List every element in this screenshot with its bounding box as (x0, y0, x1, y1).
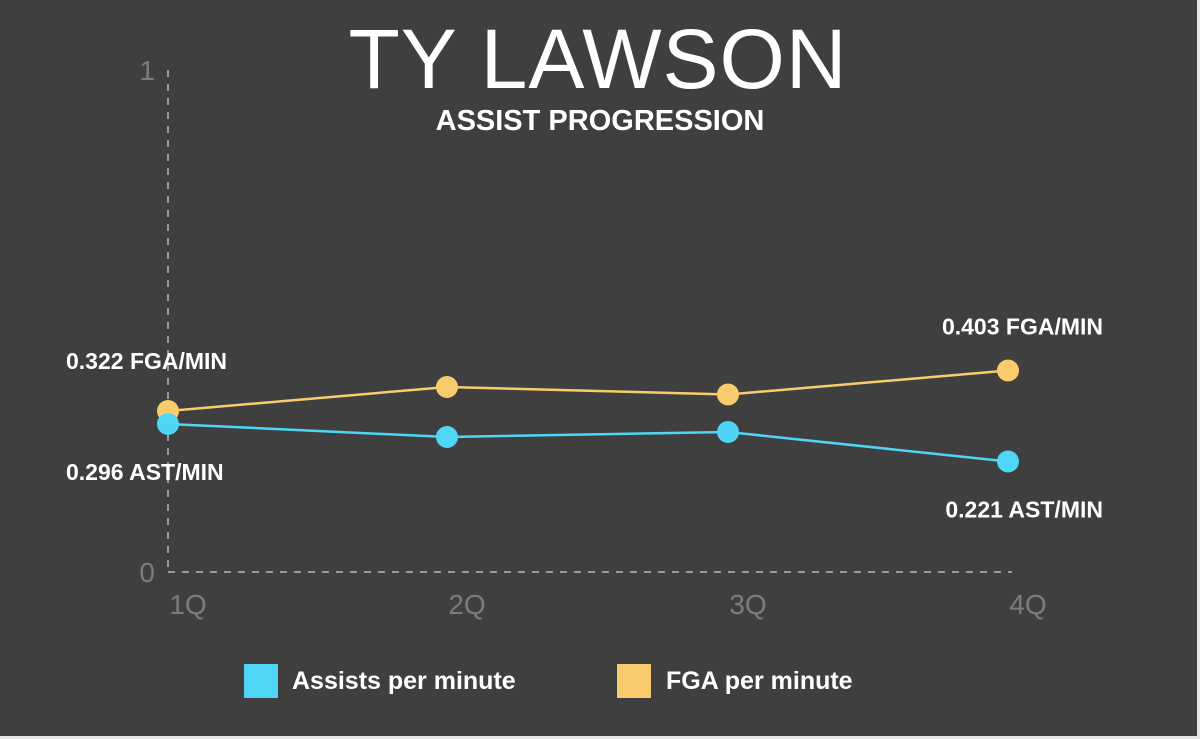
chart-title: TY LAWSON (348, 12, 847, 106)
y-tick-labels: 1 0 (139, 55, 155, 588)
data-label-fga-1q: 0.322 FGA/MIN (66, 348, 227, 374)
point-assists-3q (717, 421, 739, 443)
x-tick-label-4q: 4Q (1009, 589, 1046, 620)
legend-swatch-assists (244, 664, 278, 698)
legend-label-fga: FGA per minute (666, 667, 853, 695)
data-annotations: 0.322 FGA/MIN 0.296 AST/MIN 0.403 FGA/MIN 0… (66, 314, 1103, 523)
point-fga-2q (436, 376, 458, 398)
point-assists-1q (157, 413, 179, 435)
legend-label-assists: Assists per minute (292, 667, 516, 695)
series-points (157, 359, 1019, 473)
data-label-assists-4q: 0.221 AST/MIN (945, 497, 1103, 523)
line-assists (167, 422, 1009, 463)
x-tick-label-3q: 3Q (729, 589, 766, 620)
x-tick-label-2q: 2Q (448, 589, 485, 620)
point-assists-2q (436, 426, 458, 448)
legend-swatch-fga (617, 664, 651, 698)
point-fga-3q (717, 383, 739, 406)
point-assists-4q (997, 450, 1019, 473)
y-tick-label-max: 1 (139, 55, 155, 86)
y-tick-label-min: 0 (139, 557, 155, 588)
point-fga-4q (997, 359, 1019, 382)
legend: Assists per minute FGA per minute (244, 664, 853, 698)
series-lines (167, 369, 1009, 463)
data-label-fga-4q: 0.403 FGA/MIN (942, 314, 1103, 340)
chart-subtitle: ASSIST PROGRESSION (436, 105, 765, 137)
axes (167, 70, 1012, 573)
data-label-assists-1q: 0.296 AST/MIN (66, 459, 224, 485)
x-tick-label-1q: 1Q (169, 589, 206, 620)
x-tick-labels: 1Q 2Q 3Q 4Q (169, 589, 1046, 620)
line-fga (167, 369, 1009, 413)
